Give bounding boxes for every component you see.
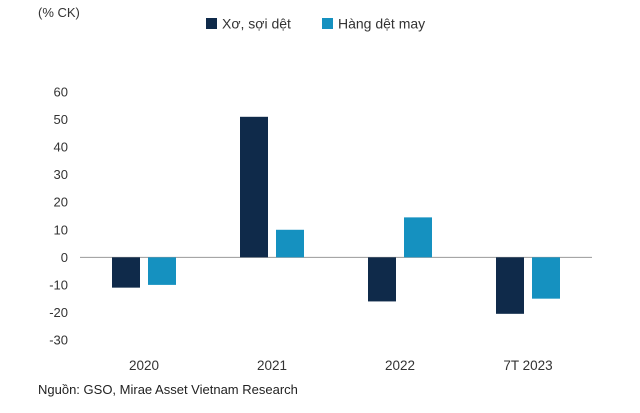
legend-swatch-2: [322, 18, 333, 29]
bar-1-1: [112, 257, 140, 288]
x-category-label: 7T 2023: [503, 358, 552, 373]
y-tick-label: 40: [54, 140, 68, 155]
bar-1-2: [240, 116, 268, 258]
x-category-label: 2022: [385, 358, 415, 373]
x-category-label: 2021: [257, 358, 287, 373]
x-category-label: 2020: [129, 358, 159, 373]
y-tick-label: 60: [54, 85, 68, 100]
y-axis-ticks: 60 50 40 30 20 10 0 -10 -20 -30: [49, 85, 68, 348]
y-tick-label: -20: [49, 305, 68, 320]
legend-label-2: Hàng dệt may: [338, 16, 425, 32]
legend-label-1: Xơ, sợi dệt: [222, 16, 291, 32]
legend: Xơ, sợi dệt Hàng dệt may: [206, 16, 425, 32]
y-tick-label: 30: [54, 167, 68, 182]
source-note: Nguồn: GSO, Mirae Asset Vietnam Research: [38, 382, 298, 397]
bar-2-3: [404, 217, 432, 258]
y-tick-label: -30: [49, 333, 68, 348]
y-unit-label: (% CK): [38, 5, 80, 20]
bars-group: [112, 116, 560, 314]
x-axis-labels: 2020 2021 2022 7T 2023: [129, 358, 553, 373]
y-tick-label: -10: [49, 277, 68, 292]
bar-1-4: [496, 257, 524, 314]
bar-2-1: [148, 257, 176, 285]
bar-2-4: [532, 257, 560, 299]
y-tick-label: 20: [54, 195, 68, 210]
y-tick-label: 50: [54, 112, 68, 127]
y-tick-label: 0: [61, 250, 68, 265]
legend-swatch-1: [206, 18, 217, 29]
bar-2-2: [276, 229, 304, 258]
y-tick-label: 10: [54, 222, 68, 237]
bar-1-3: [368, 257, 396, 302]
